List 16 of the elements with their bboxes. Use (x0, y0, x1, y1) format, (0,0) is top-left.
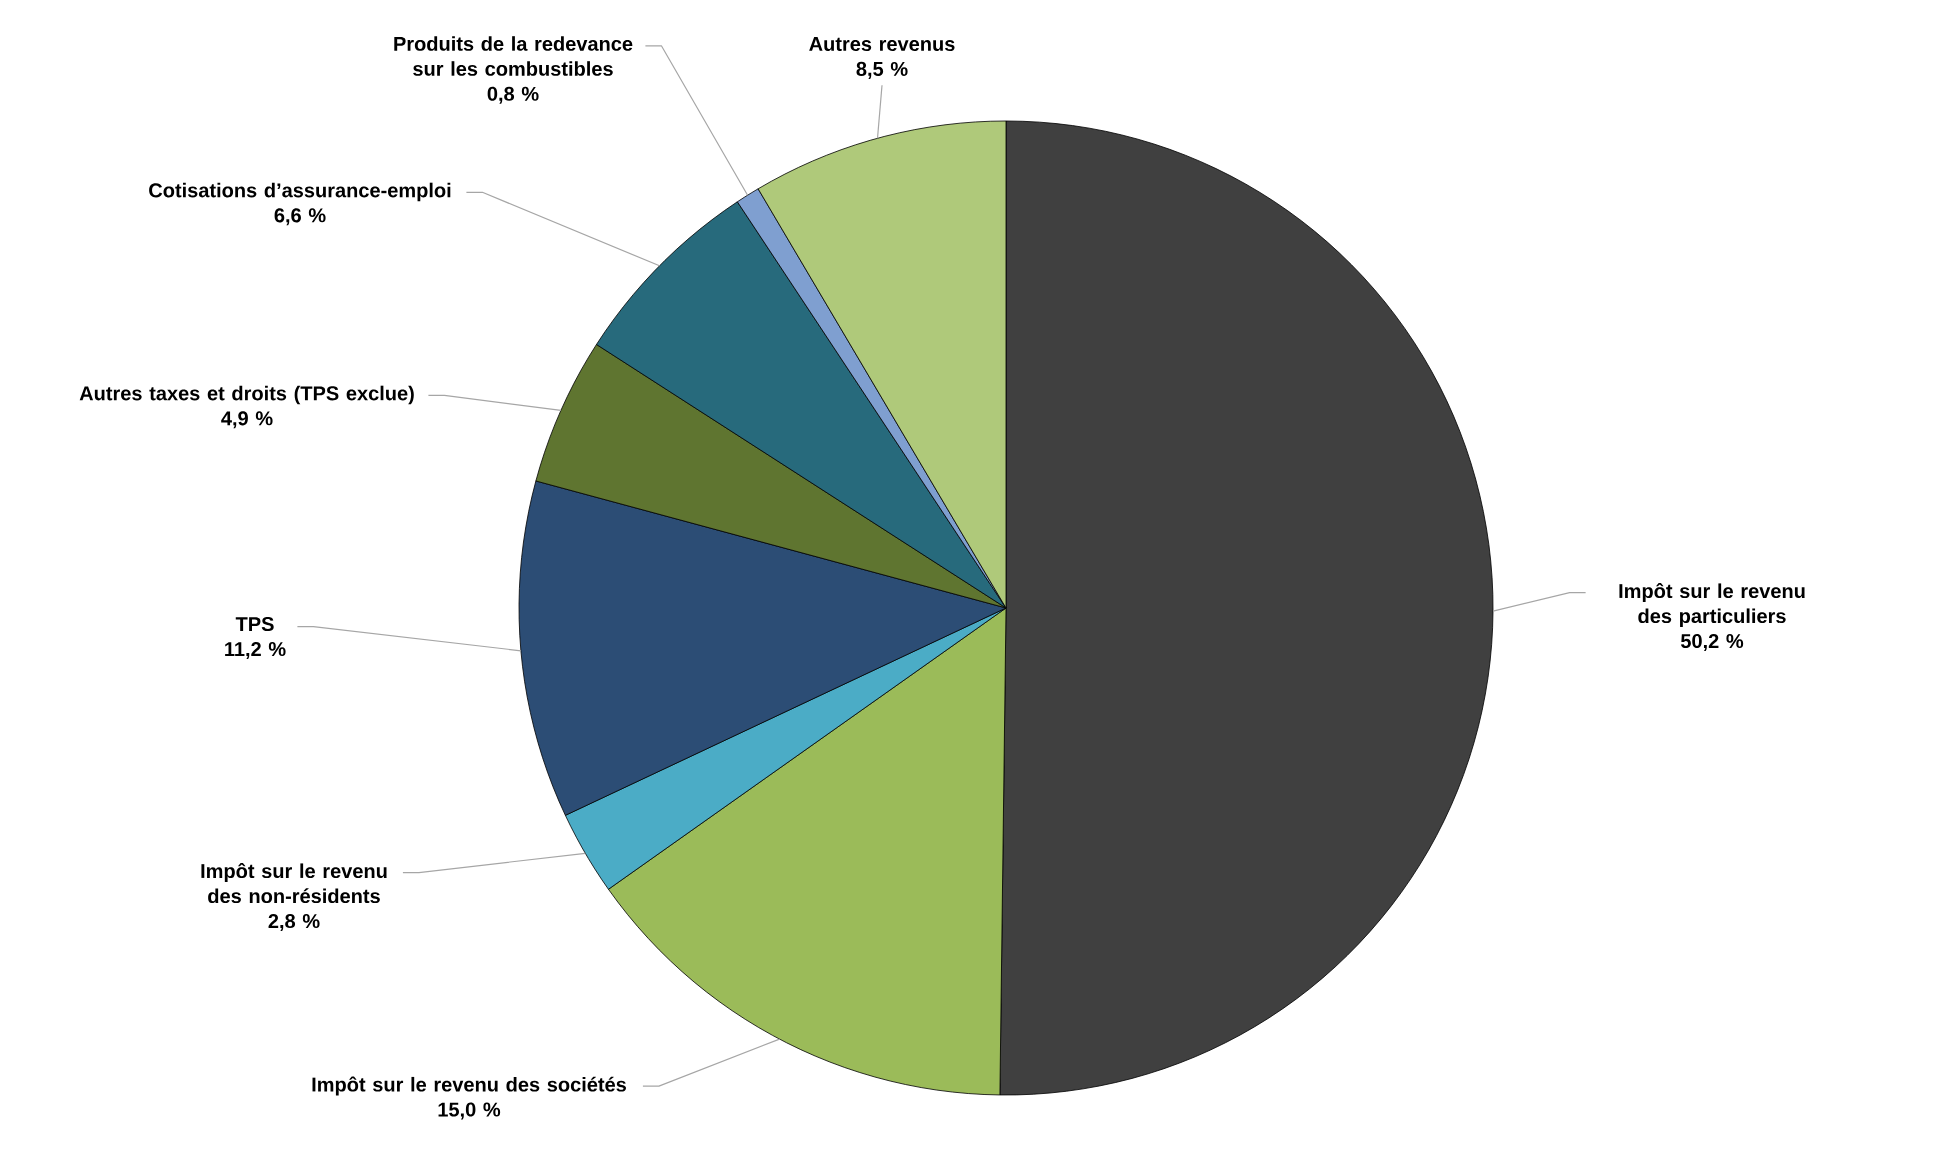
data-label: 11,2 % (225, 641, 286, 660)
data-label: 50,2 % (1680, 633, 1744, 652)
data-label: 0,8 % (487, 86, 539, 104)
slice-label: Impôt sur le revenu des sociétés (312, 1076, 626, 1096)
data-label: 6,6 % (274, 208, 326, 226)
data-label: 15,0 % (438, 1102, 501, 1120)
data-label: 4,9 % (221, 411, 273, 429)
slice-label: Impôt sur le revenu des non-résidents (201, 862, 387, 904)
slice-label: Autres taxes et droits (TPS exclue) (79, 385, 414, 405)
slice-label: Produits de la redevance sur les combustibles (394, 36, 633, 76)
data-label: 8,5 % (856, 61, 908, 79)
slice-label: Cotisations d’assurance-emploi (149, 182, 451, 202)
data-label: 2,8 % (268, 913, 320, 932)
slice-label: Autres revenus (809, 37, 955, 52)
slice-label: Impôt sur le revenu des particuliers (1619, 582, 1805, 628)
slice-label: TPS (235, 616, 274, 632)
